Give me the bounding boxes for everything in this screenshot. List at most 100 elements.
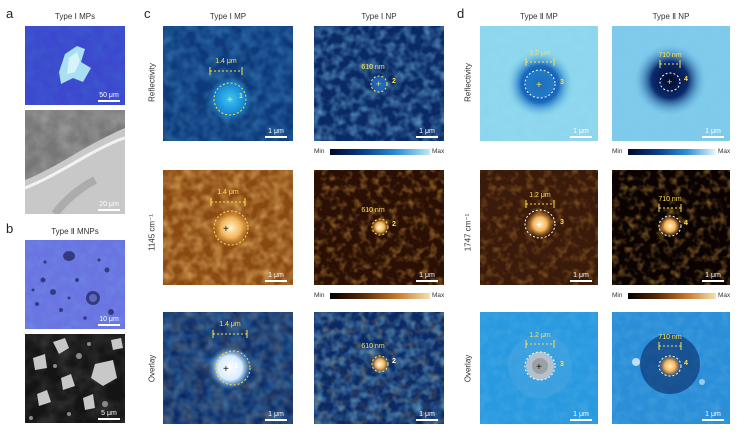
- scale-label: 1 μm: [705, 128, 721, 135]
- svg-text:+: +: [227, 95, 233, 106]
- size-label: 1.2 μm: [529, 192, 551, 199]
- scale-bar: 50 μm: [98, 92, 120, 102]
- scale-bar: 1 μm: [416, 128, 438, 138]
- scale-label: 1 μm: [573, 272, 589, 279]
- reflectivity-map-type2-np: + 710 nm 4 1 μm: [612, 26, 730, 141]
- colorbar-min-label: Min: [314, 292, 325, 299]
- column-title: Type Ⅱ NP: [652, 12, 690, 21]
- scale-label: 1 μm: [705, 411, 721, 418]
- panel-letter-b: b: [6, 221, 14, 236]
- scale-bar: 20 μm: [98, 201, 120, 211]
- particle-marker: 4: [684, 220, 688, 227]
- overlay-map-type1-np: + 610 nm 2 1 μm: [314, 312, 444, 424]
- raman-map-1747-type2-np: 710 nm 4 1 μm: [612, 170, 730, 285]
- particle-marker: 2: [392, 358, 396, 365]
- scale-bar: 1 μm: [702, 272, 724, 282]
- svg-text:+: +: [223, 224, 229, 235]
- colorbar-max-label: Max: [432, 292, 445, 299]
- panel-letter-a: a: [6, 6, 14, 21]
- row-label: Overlay: [147, 354, 157, 383]
- reflectivity-map-type2-mp: + 1.2 μm 3 1 μm: [480, 26, 598, 141]
- svg-text:+: +: [376, 223, 381, 233]
- column-title: Type Ⅱ MP: [520, 12, 558, 21]
- particle-marker: 3: [560, 361, 564, 368]
- scale-bar: 1 μm: [570, 128, 592, 138]
- raman-map-1145-type1-mp: + 1.4 μm 1 μm: [163, 170, 293, 285]
- scale-label: 10 μm: [99, 316, 119, 323]
- scale-bar: 1 μm: [702, 411, 724, 421]
- particle-marker: 3: [560, 219, 564, 226]
- sem-image-type2-mnps: 5 μm: [25, 334, 125, 423]
- column-title: Type Ⅰ MP: [209, 12, 247, 21]
- overlay-map-type1-mp: + 1.4 μm 1 1 μm: [163, 312, 293, 424]
- particle-marker: 4: [684, 360, 688, 367]
- row-label: Reflectivity: [147, 63, 157, 102]
- colorbar-max-label: Max: [718, 148, 731, 155]
- svg-text:+: +: [536, 362, 542, 373]
- colorbar-min-label: Min: [314, 148, 325, 155]
- size-label: 1.4 μm: [217, 189, 239, 196]
- panel-letter-d: d: [457, 6, 465, 21]
- size-label: 1.4 μm: [219, 321, 241, 328]
- scale-label: 1 μm: [705, 272, 721, 279]
- size-label: 710 nm: [658, 52, 682, 59]
- scale-bar: 1 μm: [416, 411, 438, 421]
- particle-marker: 2: [392, 221, 396, 228]
- scale-label: 1 μm: [419, 411, 435, 418]
- colorbar-max-label: Max: [432, 148, 445, 155]
- particle-marker: 1: [234, 363, 238, 370]
- panel-b-title: Type Ⅱ MNPs: [51, 227, 99, 236]
- scale-label: 1 μm: [268, 411, 284, 418]
- size-label: 1.4 μm: [215, 58, 237, 65]
- scale-label: 1 μm: [419, 272, 435, 279]
- column-title: Type Ⅰ NP: [361, 12, 397, 21]
- size-label: 610 nm: [361, 343, 385, 350]
- scale-bar: 1 μm: [265, 411, 287, 421]
- colorbar-reflectivity: [628, 149, 716, 155]
- svg-text:+: +: [223, 364, 229, 375]
- row-label: 1747 cm⁻¹: [463, 213, 473, 252]
- scale-label: 1 μm: [573, 411, 589, 418]
- particle-marker: 2: [392, 78, 396, 85]
- size-label: 1.2 μm: [529, 50, 551, 57]
- svg-text:+: +: [536, 80, 542, 91]
- scale-bar: 5 μm: [98, 410, 120, 420]
- panel-letter-c: c: [144, 6, 151, 21]
- optical-image-type2-mnps: 10 μm: [25, 240, 125, 329]
- size-label: 710 nm: [658, 334, 682, 341]
- svg-text:+: +: [536, 220, 542, 231]
- colorbar-min-label: Min: [612, 148, 623, 155]
- svg-text:+: +: [376, 79, 381, 89]
- row-label: Reflectivity: [463, 63, 473, 102]
- colorbar-raman: [628, 293, 716, 299]
- particle-marker: 1: [239, 93, 243, 100]
- scale-label: 1 μm: [573, 128, 589, 135]
- size-label: 710 nm: [658, 196, 682, 203]
- scale-label: 1 μm: [268, 272, 284, 279]
- svg-text:+: +: [667, 77, 672, 87]
- size-label: 1.2 μm: [529, 332, 551, 339]
- scale-label: 5 μm: [101, 410, 117, 417]
- colorbar-min-label: Min: [612, 292, 623, 299]
- scale-bar: 1 μm: [570, 411, 592, 421]
- raman-map-1145-type1-np: + 610 nm 2 1 μm: [314, 170, 444, 285]
- scale-bar: 1 μm: [265, 272, 287, 282]
- size-label: 610 nm: [361, 64, 385, 71]
- reflectivity-map-type1-mp: + 1.4 μm 1 1 μm: [163, 26, 293, 141]
- sem-image-type1-mp: 20 μm: [25, 110, 125, 214]
- scale-label: 20 μm: [99, 201, 119, 208]
- colorbar-max-label: Max: [718, 292, 731, 299]
- panel-a-title: Type Ⅰ MPs: [54, 12, 96, 21]
- scale-label: 1 μm: [419, 128, 435, 135]
- colorbar-reflectivity: [330, 149, 430, 155]
- scale-label: 1 μm: [268, 128, 284, 135]
- colorbar-raman: [330, 293, 430, 299]
- particle-marker: 4: [684, 76, 688, 83]
- scale-label: 50 μm: [99, 92, 119, 99]
- size-label: 610 nm: [361, 207, 385, 214]
- raman-map-1747-type2-mp: + 1.2 μm 3 1 μm: [480, 170, 598, 285]
- svg-text:+: +: [376, 360, 381, 370]
- overlay-map-type2-np: 710 nm 4 1 μm: [612, 312, 730, 424]
- scale-bar: 1 μm: [265, 128, 287, 138]
- row-label: Overlay: [463, 354, 473, 383]
